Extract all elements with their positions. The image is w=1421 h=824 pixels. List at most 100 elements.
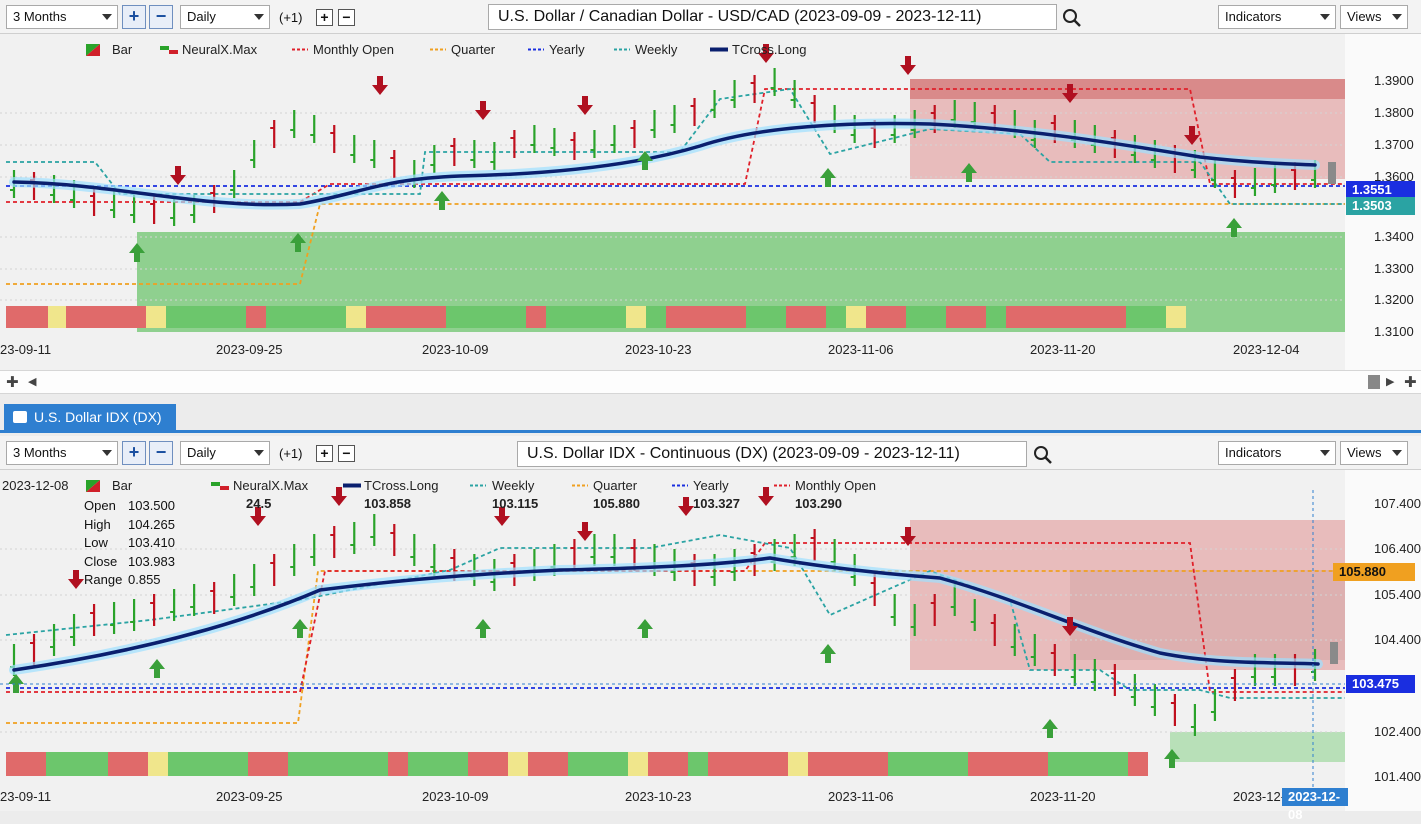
y-tick-label: 1.3100 xyxy=(1374,324,1414,339)
cursor-date-label: 2023-12-08 xyxy=(1282,788,1348,822)
top-legend: Bar NeuralX.Max Monthly Open Quarter Yea… xyxy=(0,42,900,60)
tab-underline xyxy=(0,430,1421,433)
bottom-views-button[interactable]: Views xyxy=(1340,441,1408,465)
sell-arrow-icon xyxy=(900,527,916,546)
signal-strip-cell xyxy=(66,306,146,328)
top-price-chart[interactable]: 1.3900 1.3800 1.3700 1.3600 1.3400 1.3300 1.32… xyxy=(0,34,1421,370)
top-interval-select[interactable]: Daily xyxy=(180,5,270,29)
buy-arrow-icon xyxy=(434,191,450,210)
search-icon[interactable] xyxy=(1033,445,1053,465)
bottom-zoom-out-button[interactable]: − xyxy=(149,441,173,465)
weekly-legend-icon xyxy=(614,48,630,51)
bottom-toolbar: 3 Months + − Daily (+1) + − U.S. Dollar … xyxy=(0,436,1421,470)
legend-bar: Bar xyxy=(112,42,133,57)
top-symbol-title[interactable]: U.S. Dollar / Canadian Dollar - USD/CAD … xyxy=(488,4,1057,30)
signal-strip-cell xyxy=(646,306,666,328)
sell-arrow-icon xyxy=(1184,126,1200,145)
signal-strip-cell xyxy=(166,306,246,328)
plus-icon[interactable]: ✚ xyxy=(1404,374,1417,391)
sell-arrow-icon xyxy=(1062,84,1078,103)
legend-yearly-value: 103.327 xyxy=(693,496,740,511)
bottom-remove-button[interactable]: − xyxy=(338,445,355,462)
top-add-button[interactable]: + xyxy=(316,9,333,26)
signal-strip-cell xyxy=(108,752,148,776)
x-tick-label: 2023-09-25 xyxy=(216,789,283,804)
sell-arrow-icon xyxy=(475,101,491,120)
chevron-down-icon xyxy=(254,450,264,456)
signal-strip-cell xyxy=(866,306,906,328)
bottom-range-select[interactable]: 3 Months xyxy=(6,441,118,465)
bottom-indicators-button[interactable]: Indicators xyxy=(1218,441,1336,465)
legend-monthly-open-value: 103.290 xyxy=(795,496,842,511)
signal-strip-cell xyxy=(146,306,166,328)
chevron-down-icon xyxy=(102,14,112,20)
y-tick-label: 1.3200 xyxy=(1374,292,1414,307)
signal-strip-cell xyxy=(986,306,1006,328)
signal-strip-cell xyxy=(946,306,986,328)
signal-strip-cell xyxy=(388,752,408,776)
signal-strip-cell xyxy=(266,306,346,328)
signal-strip-cell xyxy=(6,752,46,776)
sell-arrow-icon xyxy=(577,522,593,541)
sell-arrow-icon xyxy=(372,76,388,95)
tab-usd-index[interactable]: U.S. Dollar IDX (DX) xyxy=(4,404,176,430)
bottom-zoom-in-button[interactable]: + xyxy=(122,441,146,465)
top-indicators-button[interactable]: Indicators xyxy=(1218,5,1336,29)
plus-icon[interactable]: ✚ xyxy=(6,374,19,391)
sell-arrow-icon xyxy=(678,497,694,516)
top-zoom-out-button[interactable]: − xyxy=(149,5,173,29)
signal-strip-cell xyxy=(528,752,568,776)
sell-arrow-icon xyxy=(1062,617,1078,636)
buy-arrow-icon xyxy=(1226,218,1242,237)
chevron-down-icon xyxy=(1320,450,1330,456)
x-tick-label: 2023-11-06 xyxy=(828,342,894,357)
buy-arrow-icon xyxy=(8,674,24,693)
top-range-select[interactable]: 3 Months xyxy=(6,5,118,29)
signal-strip-cell xyxy=(846,306,866,328)
search-icon[interactable] xyxy=(1062,8,1082,28)
y-tick-label: 1.3400 xyxy=(1374,229,1414,244)
signal-strip-cell xyxy=(688,752,708,776)
bottom-price-chart[interactable]: 107.400 106.400 105.400 104.400 102.400 101.4… xyxy=(0,470,1421,811)
signal-strip-cell xyxy=(168,752,248,776)
top-views-button[interactable]: Views xyxy=(1340,5,1408,29)
signal-strip-cell xyxy=(648,752,688,776)
signal-strip-cell xyxy=(788,752,808,776)
scroll-right-icon[interactable]: ▶ xyxy=(1386,376,1395,388)
bottom-add-button[interactable]: + xyxy=(316,445,333,462)
buy-arrow-icon xyxy=(1042,719,1058,738)
buy-arrow-icon xyxy=(129,243,145,262)
buy-arrow-icon xyxy=(149,659,165,678)
sell-arrow-icon xyxy=(170,166,186,185)
top-zoom-in-button[interactable]: + xyxy=(122,5,146,29)
buy-arrow-icon xyxy=(820,644,836,663)
sell-arrow-icon xyxy=(68,570,84,589)
signal-strip-cell xyxy=(46,752,108,776)
top-weekly-badge: 1.3503 xyxy=(1346,197,1415,215)
signal-strip-cell xyxy=(1126,306,1166,328)
legend-yearly: Yearly xyxy=(693,478,729,493)
legend-tcross: TCross.Long xyxy=(732,42,807,57)
y-tick-label: 104.400 xyxy=(1374,632,1421,647)
top-views-label: Views xyxy=(1347,9,1382,24)
buy-arrow-icon xyxy=(292,619,308,638)
bottom-symbol-title[interactable]: U.S. Dollar IDX - Continuous (DX) (2023-… xyxy=(517,441,1027,467)
zone-shade xyxy=(1070,570,1345,660)
sell-arrow-icon xyxy=(331,487,347,506)
signal-strip-cell xyxy=(508,752,528,776)
sell-arrow-icon xyxy=(577,96,593,115)
top-range-value: 3 Months xyxy=(13,9,67,24)
x-tick-label: 2023-12-04 xyxy=(1233,342,1300,357)
legend-weekly: Weekly xyxy=(635,42,678,57)
bottom-quarter-badge: 105.880 xyxy=(1333,563,1415,581)
top-scrollbar[interactable]: ✚ ◀ ▶ ✚ xyxy=(0,370,1421,394)
bottom-interval-select[interactable]: Daily xyxy=(180,441,270,465)
chevron-down-icon xyxy=(1320,14,1330,20)
signal-strip-cell xyxy=(808,752,888,776)
top-remove-button[interactable]: − xyxy=(338,9,355,26)
scroll-left-icon[interactable]: ◀ xyxy=(28,376,37,388)
y-tick-label: 1.3900 xyxy=(1374,73,1414,88)
sell-arrow-icon xyxy=(758,44,774,63)
signal-strip-cell xyxy=(708,752,788,776)
scroll-thumb[interactable] xyxy=(1368,375,1380,389)
